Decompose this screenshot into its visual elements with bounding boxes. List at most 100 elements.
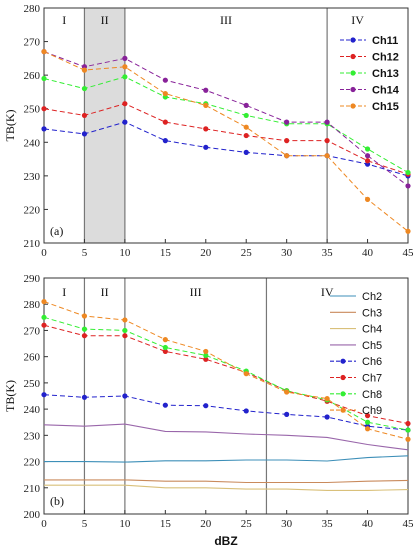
data-point-ch15 <box>324 153 330 159</box>
data-point-ch9 <box>81 313 88 319</box>
y-tick-label: 220 <box>24 204 41 216</box>
data-point-ch9 <box>364 426 371 432</box>
y-tick-label: 280 <box>24 3 41 15</box>
y-tick-label: 270 <box>24 325 41 337</box>
y-tick-label: 280 <box>24 299 41 311</box>
y-tick-label: 210 <box>24 483 41 495</box>
legend-marker <box>350 103 356 109</box>
x-tick-label: 35 <box>322 247 334 259</box>
legend-label: Ch6 <box>362 356 382 368</box>
series-line-ch3 <box>44 479 409 484</box>
x-tick-label: 0 <box>41 518 47 530</box>
legend-label: Ch8 <box>362 389 382 401</box>
data-point-ch13 <box>41 75 47 82</box>
series-line-ch6 <box>43 394 409 431</box>
y-tick-label: 260 <box>24 352 41 364</box>
data-point-ch9 <box>162 337 168 343</box>
y-tick-label: 230 <box>24 171 41 183</box>
data-point-ch14 <box>243 102 249 108</box>
region-label: II <box>101 13 109 27</box>
series-line-ch14 <box>43 51 409 187</box>
y-tick-label: 290 <box>24 273 41 285</box>
data-point-ch7 <box>41 322 47 328</box>
data-point-ch13 <box>122 74 128 80</box>
data-point-ch11 <box>122 119 128 125</box>
data-point-ch15 <box>41 49 47 55</box>
data-point-ch14 <box>405 183 411 189</box>
x-tick-label: 40 <box>362 247 374 259</box>
plot-frame <box>43 7 409 244</box>
data-point-ch8 <box>41 314 47 320</box>
data-point-ch12 <box>284 138 290 144</box>
data-point-ch12 <box>81 112 88 119</box>
legend-marker <box>340 374 346 381</box>
data-point-ch12 <box>324 138 330 144</box>
data-point-ch8 <box>364 419 371 425</box>
region-label: III <box>220 13 232 27</box>
data-point-ch11 <box>162 138 168 144</box>
data-point-ch13 <box>364 146 371 152</box>
legend-marker <box>350 70 356 76</box>
region-label: II <box>101 285 109 299</box>
x-tick-label: 10 <box>119 247 131 259</box>
y-tick-label: 240 <box>24 404 41 416</box>
data-point-ch7 <box>81 333 88 339</box>
legend-label: Ch5 <box>362 340 382 352</box>
legend-marker <box>340 358 346 364</box>
legend-label: Ch12 <box>372 52 399 64</box>
data-point-ch15 <box>203 102 209 108</box>
y-tick-label: 230 <box>24 430 41 442</box>
data-point-ch15 <box>162 91 168 97</box>
data-point-ch6 <box>284 411 290 417</box>
data-point-ch7 <box>162 348 168 355</box>
data-point-ch12 <box>364 158 371 164</box>
data-point-ch14 <box>364 153 371 159</box>
data-point-ch15 <box>81 67 88 73</box>
legend-label: Ch4 <box>362 324 382 336</box>
x-axis-label: dBZ <box>214 534 237 548</box>
panel-label: (b) <box>50 494 64 508</box>
data-point-ch7 <box>122 333 128 339</box>
data-point-ch8 <box>162 344 168 351</box>
data-point-ch9 <box>41 299 47 305</box>
x-tick-label: 5 <box>82 518 88 530</box>
series-line-ch8 <box>43 316 409 431</box>
data-point-ch11 <box>203 144 209 150</box>
legend-label: Ch7 <box>362 373 382 385</box>
data-point-ch15 <box>243 124 249 130</box>
series-line-ch2 <box>44 455 409 463</box>
data-point-ch15 <box>122 64 128 70</box>
data-point-ch12 <box>243 132 249 139</box>
data-point-ch15 <box>284 153 290 159</box>
data-point-ch12 <box>203 126 209 132</box>
series-line-ch5 <box>43 423 409 451</box>
data-point-ch11 <box>243 149 249 155</box>
y-tick-label: 200 <box>24 509 41 521</box>
series-line-ch12 <box>43 103 409 175</box>
data-point-ch7 <box>203 356 209 362</box>
region-label: I <box>62 13 66 27</box>
panel-label: (a) <box>50 224 63 238</box>
data-point-ch9 <box>284 389 290 395</box>
data-point-ch8 <box>203 352 209 358</box>
data-point-ch11 <box>81 131 88 137</box>
y-tick-label: 250 <box>24 104 41 116</box>
y-axis-label: TB(K) <box>3 110 17 142</box>
region-label: I <box>62 285 66 299</box>
data-point-ch12 <box>122 101 128 107</box>
series-line-ch4 <box>44 484 409 491</box>
data-point-ch14 <box>324 119 330 125</box>
shaded-region <box>84 8 125 243</box>
y-tick-label: 250 <box>24 378 41 390</box>
x-tick-label: 5 <box>82 247 88 259</box>
plot-frame <box>43 277 409 515</box>
x-tick-label: 45 <box>403 247 415 259</box>
legend-marker <box>350 37 356 43</box>
x-tick-label: 25 <box>241 247 253 259</box>
data-point-ch12 <box>162 119 168 125</box>
data-point-ch6 <box>324 414 330 420</box>
x-tick-label: 20 <box>200 518 212 530</box>
data-point-ch6 <box>122 393 128 399</box>
data-point-ch11 <box>41 126 47 132</box>
series-line-ch9 <box>43 301 409 440</box>
